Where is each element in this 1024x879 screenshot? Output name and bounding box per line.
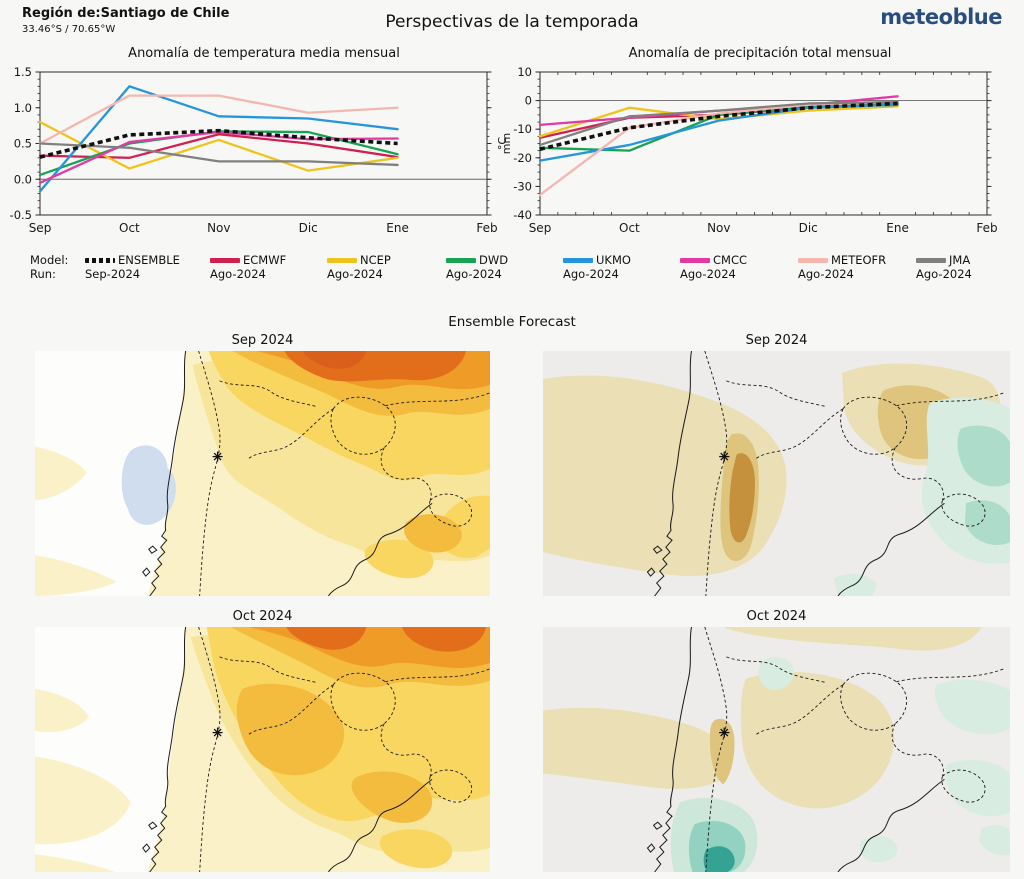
- map-title-oct-precipitation: Oct 2024: [746, 609, 807, 624]
- map-oct-precipitation: [543, 627, 1010, 872]
- svg-text:mm: mm: [500, 133, 513, 154]
- svg-text:10: 10: [517, 65, 532, 79]
- legend-swatch-jma: [916, 257, 946, 263]
- map-sep-temperature: [35, 351, 490, 596]
- legend-entry-ukmo: UKMO Ago-2024: [563, 253, 631, 281]
- svg-text:-40: -40: [513, 208, 532, 222]
- svg-text:Nov: Nov: [207, 221, 230, 235]
- svg-text:Dic: Dic: [299, 221, 318, 235]
- precipitation-anomaly-chart: -40 -30 -20 -10 0 10 Sep Oct Nov Dic Ene Feb mm: [500, 65, 998, 235]
- legend-swatch-meteofr: [798, 257, 828, 263]
- svg-text:Dic: Dic: [799, 221, 818, 235]
- svg-text:0.5: 0.5: [14, 137, 32, 151]
- region-label: Región de:Santiago de Chile: [22, 6, 230, 21]
- svg-text:0: 0: [525, 94, 532, 108]
- svg-text:°C: °C: [496, 137, 509, 151]
- svg-text:-0.5: -0.5: [10, 208, 32, 222]
- svg-text:Feb: Feb: [476, 221, 497, 235]
- legend-run-label: Run:: [30, 267, 56, 281]
- map-oct-temperature: [35, 627, 490, 872]
- page-title: Perspectivas de la temporada: [385, 12, 639, 32]
- legend-entry-cmcc: CMCC Ago-2024: [680, 253, 748, 281]
- svg-text:Oct: Oct: [119, 221, 140, 235]
- map-sep-precipitation: [543, 351, 1010, 596]
- legend-swatch-ukmo: [563, 257, 593, 263]
- map-title-sep-temperature: Sep 2024: [231, 333, 294, 348]
- svg-text:0.0: 0.0: [14, 172, 32, 186]
- legend-entry-ensemble: ENSEMBLE Sep-2024: [85, 253, 180, 281]
- legend-model-label: Model:: [30, 253, 69, 267]
- svg-text:-20: -20: [513, 151, 532, 165]
- map-title-sep-precipitation: Sep 2024: [745, 333, 808, 348]
- region-coordinates: 33.46°S / 70.65°W: [22, 24, 116, 35]
- model-legend: Model: Run: ENSEMBLE Sep-2024 ECMWF Ago-202…: [0, 252, 1024, 290]
- legend-entry-ncep: NCEP Ago-2024: [327, 253, 391, 281]
- svg-text:1.0: 1.0: [14, 101, 32, 115]
- legend-swatch-ecmwf: [210, 257, 240, 263]
- svg-text:-30: -30: [513, 179, 532, 193]
- temperature-anomaly-chart: -0.5 0.0 0.5 1.0 1.5 Sep Oct Nov Dic Ene Feb °C: [10, 65, 509, 235]
- ensemble-forecast-title: Ensemble Forecast: [448, 314, 576, 330]
- svg-text:Sep: Sep: [29, 221, 52, 235]
- legend-swatch-dwd: [446, 257, 476, 263]
- legend-swatch-ncep: [327, 257, 357, 263]
- svg-text:Nov: Nov: [707, 221, 730, 235]
- svg-text:-10: -10: [513, 122, 532, 136]
- legend-entry-jma: JMA Ago-2024: [916, 253, 972, 281]
- legend-entry-dwd: DWD Ago-2024: [446, 253, 509, 281]
- svg-text:Feb: Feb: [976, 221, 997, 235]
- legend-entry-ecmwf: ECMWF Ago-2024: [210, 253, 287, 281]
- legend-swatch-cmcc: [680, 257, 710, 263]
- map-title-oct-temperature: Oct 2024: [232, 609, 293, 624]
- legend-head: Model: Run:: [30, 253, 68, 281]
- precipitation-chart-title: Anomalía de precipitación total mensual: [628, 46, 892, 61]
- svg-text:Oct: Oct: [619, 221, 640, 235]
- temperature-chart-title: Anomalía de temperatura media mensual: [128, 46, 400, 61]
- meteoblue-logo[interactable]: meteoblue: [880, 5, 1002, 29]
- legend-entry-meteofr: METEOFR Ago-2024: [798, 253, 887, 281]
- svg-text:Sep: Sep: [529, 221, 552, 235]
- svg-text:Ene: Ene: [386, 221, 409, 235]
- svg-text:Ene: Ene: [886, 221, 909, 235]
- legend-swatch-ensemble: [85, 257, 115, 263]
- svg-text:1.5: 1.5: [14, 65, 32, 79]
